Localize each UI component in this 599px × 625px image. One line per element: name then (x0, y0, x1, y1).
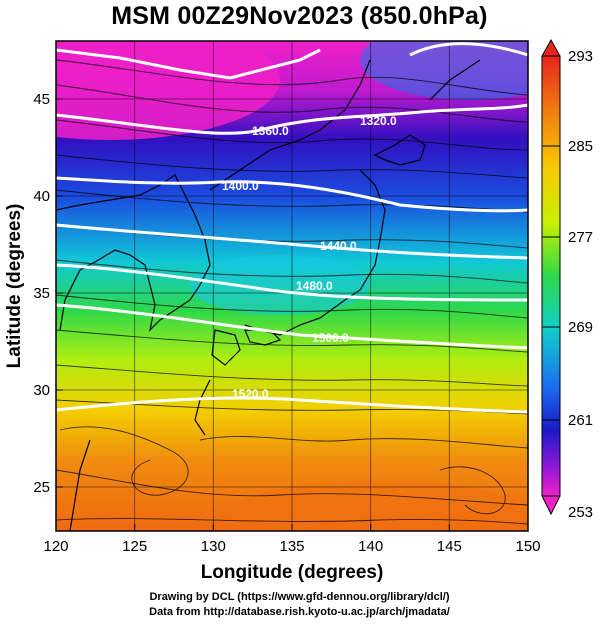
height-contours (56, 42, 528, 414)
y-tick-label: 45 (33, 91, 50, 108)
x-axis-title: Longitude (degrees) (201, 562, 384, 583)
x-tick-label: 130 (201, 538, 226, 555)
credit-data: Data from http://database.rish.kyoto-u.a… (149, 606, 450, 618)
x-tick-label: 135 (279, 538, 304, 555)
contour-label-1440: 1440.0 (320, 239, 357, 253)
colorbar-label: 285 (568, 138, 593, 155)
colorbar-label: 269 (568, 319, 593, 336)
credit-drawing: Drawing by DCL (https://www.gfd-dennou.o… (149, 591, 450, 603)
contour-label-1320: 1320.0 (360, 114, 397, 128)
colorbar-label: 293 (568, 48, 593, 65)
contour-label-1500: 1500.0 (312, 331, 349, 345)
y-tick-label: 30 (33, 382, 50, 399)
y-tick-label: 35 (33, 285, 50, 302)
y-tick-label: 40 (33, 188, 50, 205)
x-ticks (55, 524, 529, 531)
colorbar-label: 253 (568, 504, 593, 521)
colorbar (541, 38, 561, 516)
y-tick-label: 25 (33, 479, 50, 496)
x-tick-label: 120 (43, 538, 68, 555)
x-tick-label: 150 (515, 538, 540, 555)
contour-label-1400: 1400.0 (222, 179, 259, 193)
x-tick-label: 125 (122, 538, 147, 555)
y-ticks (56, 98, 63, 488)
colorbar-label: 277 (568, 229, 593, 246)
y-axis-title: Latitude (degrees) (4, 204, 25, 369)
temperature-field (56, 41, 528, 531)
contour-label-1360: 1360.0 (252, 124, 289, 138)
contour-label-1480: 1480.0 (296, 279, 333, 293)
colorbar-label: 261 (568, 412, 593, 429)
x-tick-label: 145 (437, 538, 462, 555)
contour-label-1520: 1520.0 (232, 387, 269, 401)
x-tick-label: 140 (358, 538, 383, 555)
map-title: MSM 00Z29Nov2023 (850.0hPa) (111, 2, 488, 30)
